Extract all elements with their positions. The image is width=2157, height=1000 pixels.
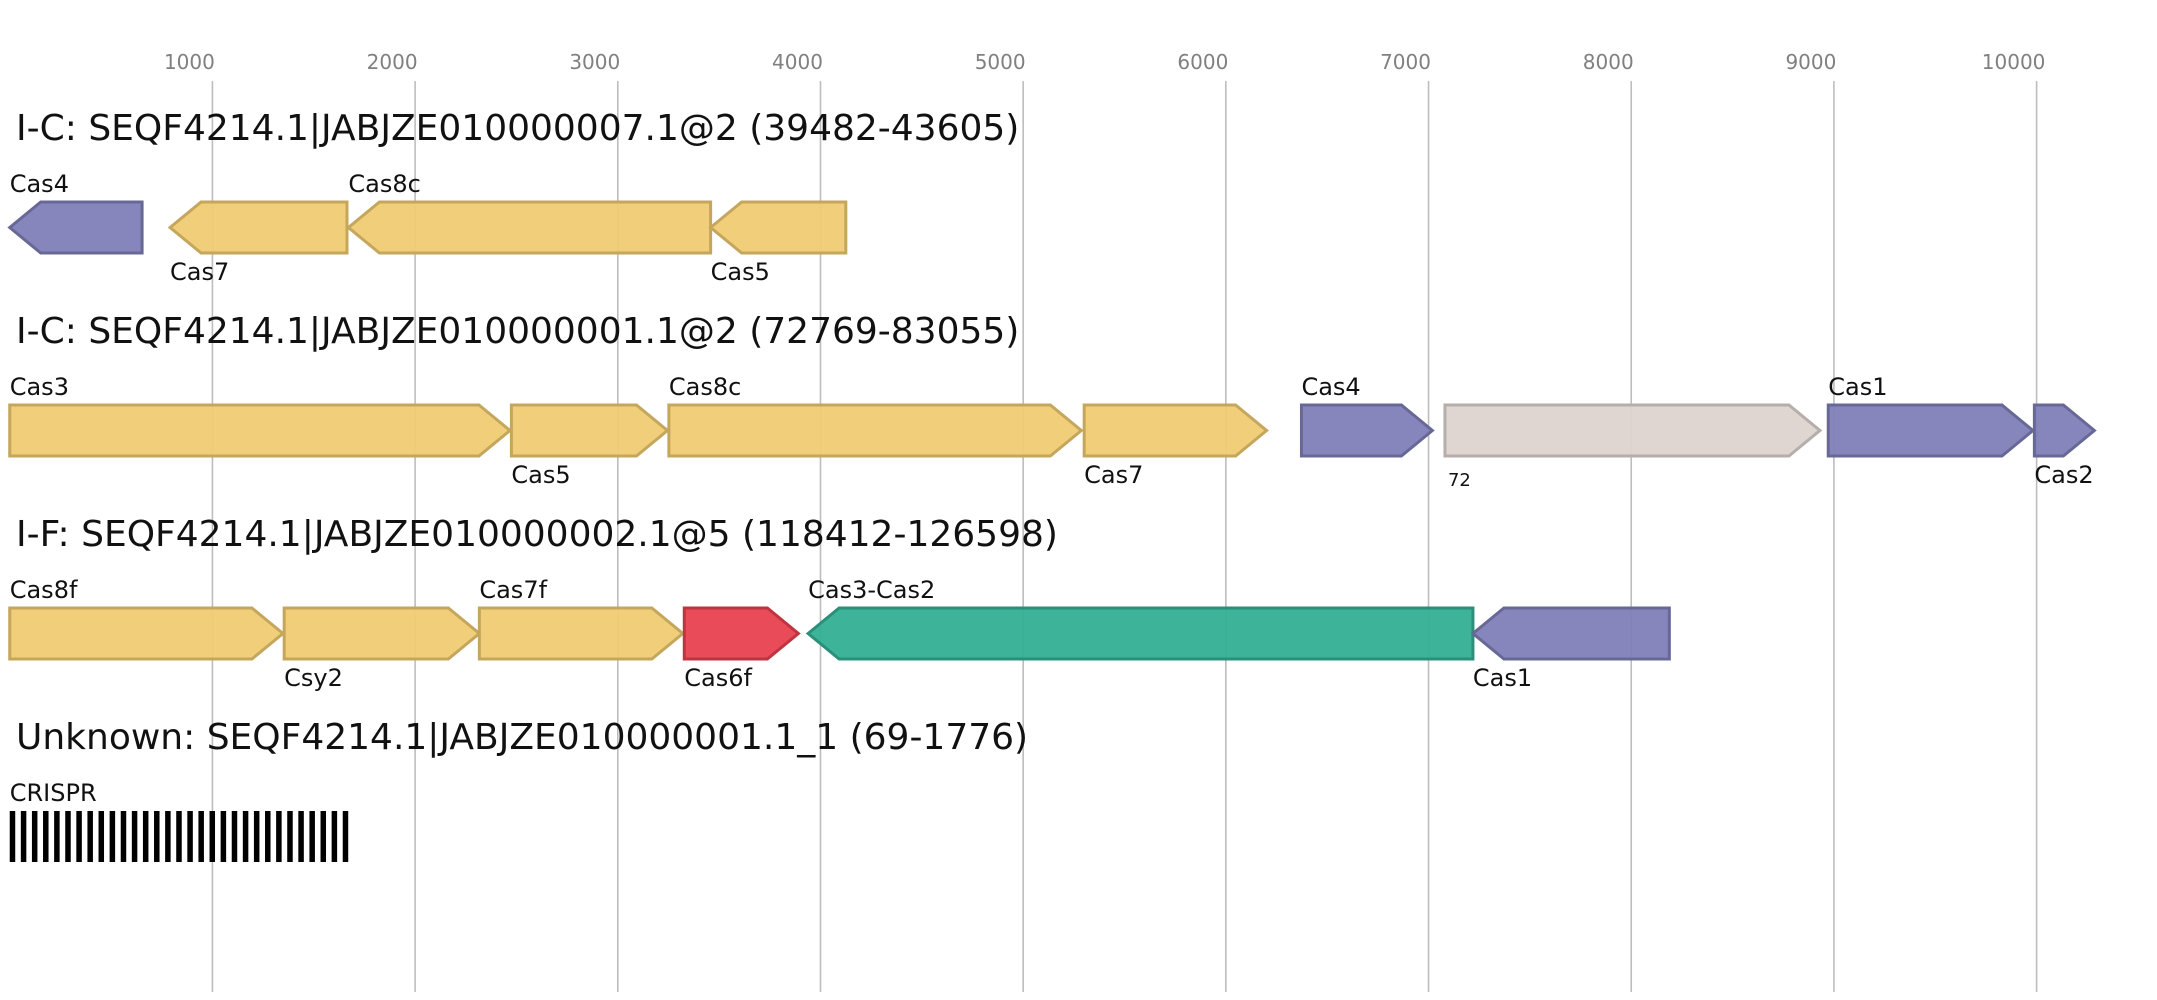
track: Unknown: SEQF4214.1|JABJZE010000001.1_1 … [9, 717, 1028, 862]
x-tick-label: 3000 [569, 50, 620, 74]
crispr-repeat [176, 811, 182, 862]
track: I-F: SEQF4214.1|JABJZE010000002.1@5 (118… [8, 514, 1671, 692]
crispr-repeat [31, 811, 38, 862]
gene-arrow [1826, 403, 2036, 458]
crispr-repeat [187, 811, 193, 862]
gene-arrow [1082, 403, 1269, 458]
gene-arrow [346, 200, 713, 255]
track-title: I-C: SEQF4214.1|JABJZE010000007.1@2 (394… [16, 108, 1019, 149]
crispr-repeat [342, 811, 349, 862]
track-title: I-F: SEQF4214.1|JABJZE010000002.1@5 (118… [16, 514, 1058, 555]
crispr-repeat [209, 811, 216, 862]
gene-arrow [509, 403, 670, 458]
gene-label: Cas7f [479, 576, 547, 604]
gene-label: Cas2 [2034, 461, 2093, 489]
x-tick-label: 1000 [164, 50, 215, 74]
crispr-repeat [242, 811, 249, 862]
crispr-repeat [131, 811, 138, 862]
x-tick-label: 10000 [1982, 50, 2046, 74]
crispr-repeat [276, 811, 282, 862]
gene-arrow [8, 606, 286, 661]
crispr-repeat [298, 811, 304, 862]
gene-arrow [8, 403, 513, 458]
gene-label: CRISPR [10, 779, 97, 807]
x-tick-label: 5000 [975, 50, 1026, 74]
crispr-repeat [43, 811, 49, 862]
crispr-repeat [142, 811, 149, 862]
gene-arrow [805, 606, 1475, 661]
gene-label: Cas8c [669, 373, 741, 401]
crispr-repeat [320, 811, 327, 862]
gene-label: Cas6f [684, 664, 752, 692]
crispr-repeat [120, 811, 127, 862]
track: I-C: SEQF4214.1|JABJZE010000001.1@2 (727… [8, 311, 2097, 491]
crispr-array [9, 811, 349, 862]
crispr-repeat [20, 811, 27, 862]
gene-label: Cas5 [711, 258, 770, 286]
gene-label: Cas4 [10, 170, 69, 198]
gene-arrow [667, 403, 1084, 458]
crispr-repeat [165, 811, 171, 862]
crispr-repeat [220, 811, 227, 862]
gene-label: Csy2 [284, 664, 343, 692]
gene-label: 72 [1448, 470, 1471, 491]
x-tick-label: 2000 [367, 50, 418, 74]
gene-arrow [477, 606, 686, 661]
crispr-repeat [9, 811, 16, 862]
gene-label: Cas8c [348, 170, 420, 198]
gene-label: Cas1 [1828, 373, 1887, 401]
gene-label: Cas5 [511, 461, 570, 489]
gene-label: Cas4 [1301, 373, 1360, 401]
x-tick-label: 6000 [1177, 50, 1228, 74]
x-tick-label: 4000 [772, 50, 823, 74]
crispr-repeat [287, 811, 293, 862]
crispr-repeat [309, 811, 315, 862]
crispr-repeat [198, 811, 204, 862]
crispr-repeat [154, 811, 160, 862]
gene-label: Cas1 [1473, 664, 1532, 692]
gene-arrow [1470, 606, 1671, 661]
gene-label: Cas7 [1084, 461, 1143, 489]
crispr-repeat [253, 811, 260, 862]
crispr-repeat [265, 811, 271, 862]
gene-label: Cas8f [10, 576, 78, 604]
crispr-repeat [87, 811, 93, 862]
crispr-repeat [331, 811, 338, 862]
gene-arrow [708, 200, 848, 255]
x-tick-label: 7000 [1380, 50, 1431, 74]
x-tick-label: 9000 [1785, 50, 1836, 74]
track-title: I-C: SEQF4214.1|JABJZE010000001.1@2 (727… [16, 311, 1019, 352]
gene-arrow [2032, 403, 2097, 458]
crispr-repeat [109, 811, 116, 862]
gene-label: Cas3-Cas2 [808, 576, 935, 604]
crispr-repeat [65, 811, 71, 862]
gene-arrow [1443, 403, 1823, 458]
gene-label: Cas7 [170, 258, 229, 286]
crispr-repeat [54, 811, 60, 862]
track-title: Unknown: SEQF4214.1|JABJZE010000001.1_1 … [16, 717, 1028, 758]
gene-label: Cas3 [10, 373, 69, 401]
crispr-repeat [76, 811, 82, 862]
gene-arrow [167, 200, 349, 255]
gene-arrow [282, 606, 482, 661]
gene-arrow [7, 200, 144, 255]
x-tick-label: 8000 [1583, 50, 1634, 74]
gene-arrow [682, 606, 801, 661]
crispr-repeat [231, 811, 238, 862]
gene-arrow [1299, 403, 1435, 458]
crispr-repeat [98, 811, 105, 862]
track: I-C: SEQF4214.1|JABJZE010000007.1@2 (394… [7, 108, 1019, 286]
